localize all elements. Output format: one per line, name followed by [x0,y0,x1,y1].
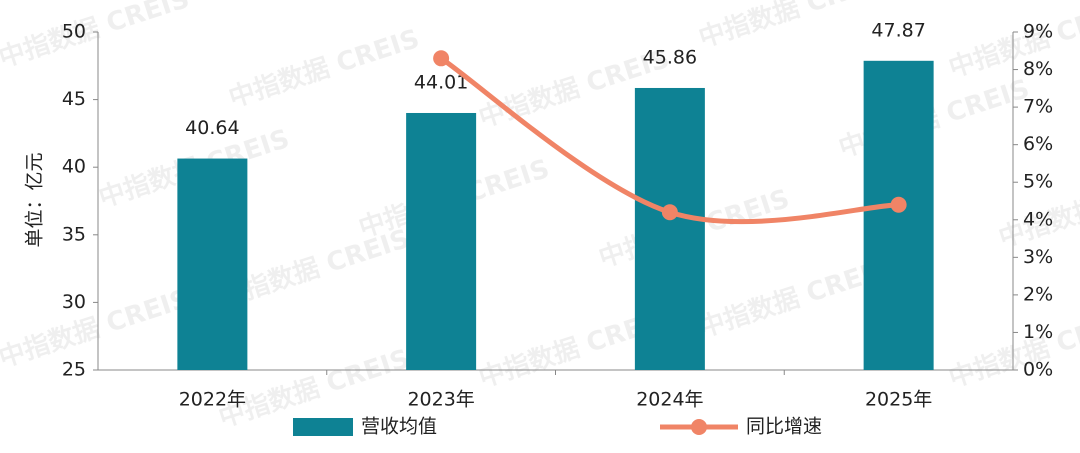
y2-tick-label: 7% [1023,96,1053,118]
legend-label: 同比增速 [746,416,822,438]
x-tick-label: 2025年 [865,389,932,411]
y-axis-label: 单位：亿元 [24,152,46,247]
y2-tick-label: 2% [1023,283,1053,305]
y2-tick-label: 5% [1023,171,1053,193]
bar [863,60,934,370]
y2-tick-label: 3% [1023,246,1053,268]
bar [634,87,705,370]
line-point [433,50,450,67]
y2-tick-label: 8% [1023,58,1053,80]
y-tick-label: 50 [62,21,86,43]
y-tick-label: 25 [62,359,86,381]
watermark: 中指数据 CREIS [225,24,423,114]
legend-swatch [293,418,353,436]
line-point [661,204,678,221]
data-label: 47.87 [871,19,925,41]
watermark: 中指数据 CREIS [0,284,193,374]
data-label: 40.64 [185,117,239,139]
y2-tick-label: 6% [1023,133,1053,155]
legend-label: 营收均值 [361,416,437,438]
bar [177,158,248,370]
x-tick-label: 2024年 [636,389,703,411]
y2-tick-label: 4% [1023,208,1053,230]
x-tick-label: 2023年 [407,389,474,411]
y-tick-label: 40 [62,156,86,178]
x-tick-label: 2022年 [179,389,246,411]
y-tick-label: 35 [62,223,86,245]
y-tick-label: 30 [62,291,86,313]
y2-tick-label: 0% [1023,359,1053,381]
y2-tick-label: 9% [1023,21,1053,43]
y-tick-label: 45 [62,88,86,110]
data-label: 44.01 [414,71,468,93]
data-label: 45.86 [643,46,697,68]
line-point [890,196,907,213]
watermark: 中指数据 CREIS [695,0,893,54]
watermark: 中指数据 CREIS [695,254,893,344]
watermark: 中指数据 CREIS [0,0,193,74]
bar [406,112,477,370]
legend-swatch-point [691,419,707,435]
y2-tick-label: 1% [1023,321,1053,343]
